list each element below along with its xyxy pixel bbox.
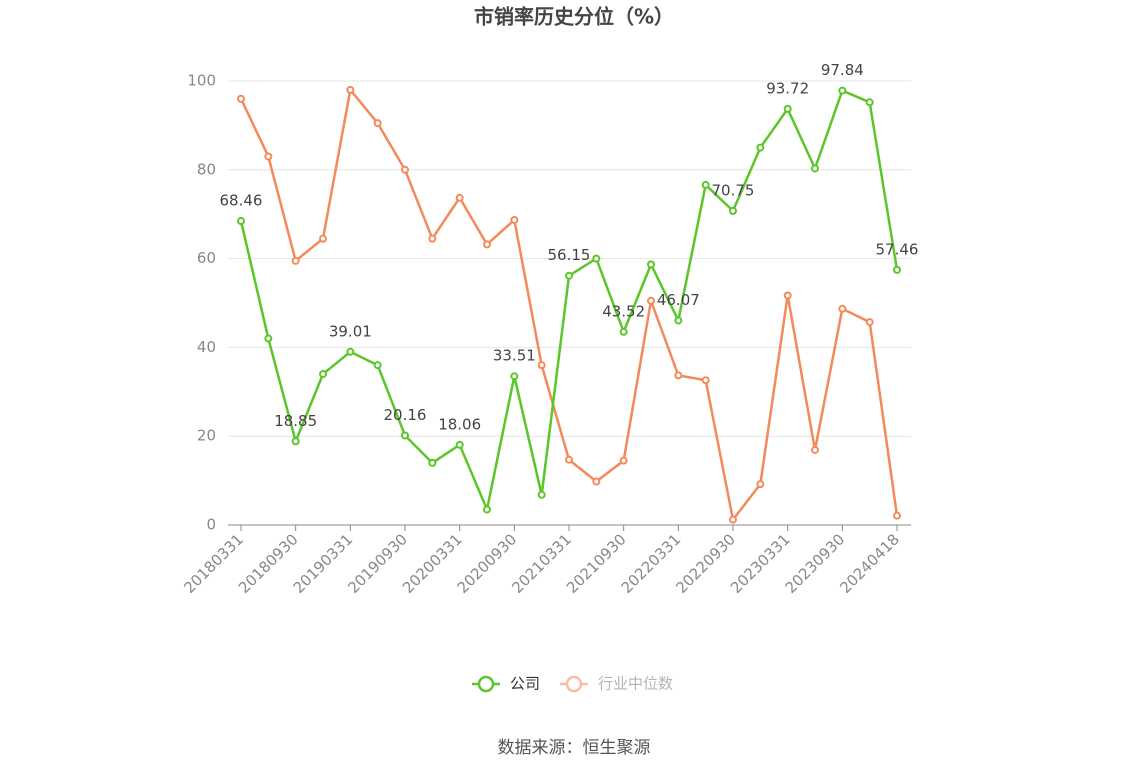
legend-marker <box>477 675 495 693</box>
data-point <box>783 291 792 300</box>
data-label: 43.52 <box>602 302 645 320</box>
data-point <box>237 217 245 226</box>
data-point <box>811 164 819 173</box>
data-point <box>756 480 765 489</box>
data-label: 97.84 <box>821 61 864 79</box>
data-point <box>647 260 655 269</box>
data-point <box>483 505 491 514</box>
x-tick-label: 20240418 <box>836 530 903 597</box>
source: 数据来源：恒生聚源 <box>498 738 651 758</box>
legend-label: 公司 <box>510 675 540 693</box>
data-point <box>701 180 710 189</box>
data-point <box>592 477 601 486</box>
data-point <box>619 456 628 465</box>
data-point <box>811 445 819 454</box>
data-point <box>291 256 300 265</box>
data-point <box>264 334 273 343</box>
data-point <box>701 376 710 385</box>
data-point <box>783 104 792 113</box>
legend-label: 行业中位数 <box>598 675 673 693</box>
y-tick-label: 100 <box>187 72 216 90</box>
data-point <box>647 296 655 305</box>
data-point <box>291 437 300 446</box>
data-point <box>510 372 519 381</box>
data-point <box>729 206 737 215</box>
data-point <box>565 271 573 280</box>
legend-marker <box>565 675 583 693</box>
y-tick-label: 0 <box>206 516 216 534</box>
chart-title: 市销率历史分位（%） <box>474 5 674 29</box>
data-point <box>428 234 437 243</box>
data-label: 20.16 <box>384 406 427 424</box>
data-point <box>893 265 901 274</box>
data-point <box>455 193 464 202</box>
data-label: 56.15 <box>548 246 591 264</box>
y-tick-label: 60 <box>197 249 216 267</box>
data-point <box>674 371 683 380</box>
data-point <box>865 318 874 327</box>
data-point <box>319 370 327 379</box>
y-tick-label: 40 <box>197 338 216 356</box>
legend-item: 公司 <box>472 675 540 693</box>
data-label: 18.85 <box>274 412 317 430</box>
data-point <box>674 316 683 325</box>
data-point <box>428 458 437 467</box>
data-label: 46.07 <box>657 291 700 309</box>
data-point <box>373 361 382 370</box>
data-point <box>756 143 765 152</box>
legend-item: 行业中位数 <box>560 675 673 693</box>
data-label: 39.01 <box>329 322 372 340</box>
data-label: 93.72 <box>766 79 809 97</box>
data-point <box>401 165 409 174</box>
data-point <box>865 98 874 107</box>
data-point <box>264 152 273 161</box>
series-line <box>239 87 899 523</box>
data-point <box>319 234 327 243</box>
data-point <box>346 85 355 94</box>
data-label: 33.51 <box>493 347 536 365</box>
data-label: 68.46 <box>220 192 263 210</box>
y-tick-label: 80 <box>197 160 216 178</box>
data-point <box>729 515 737 524</box>
data-point <box>483 240 491 249</box>
data-point <box>237 94 245 103</box>
data-point <box>401 431 409 440</box>
data-label: 18.06 <box>438 415 481 433</box>
data-point <box>592 254 601 263</box>
data-point <box>565 455 573 464</box>
data-point <box>373 119 382 128</box>
data-point <box>619 327 628 336</box>
data-point <box>838 304 847 313</box>
data-point <box>346 347 355 356</box>
y-tick-label: 20 <box>197 427 216 445</box>
data-point <box>838 86 847 95</box>
data-point <box>893 511 901 520</box>
data-point <box>537 361 546 370</box>
data-point <box>537 490 546 499</box>
data-point <box>455 440 464 449</box>
data-label: 57.46 <box>876 240 919 258</box>
data-label: 70.75 <box>712 181 755 199</box>
data-point <box>510 215 519 224</box>
